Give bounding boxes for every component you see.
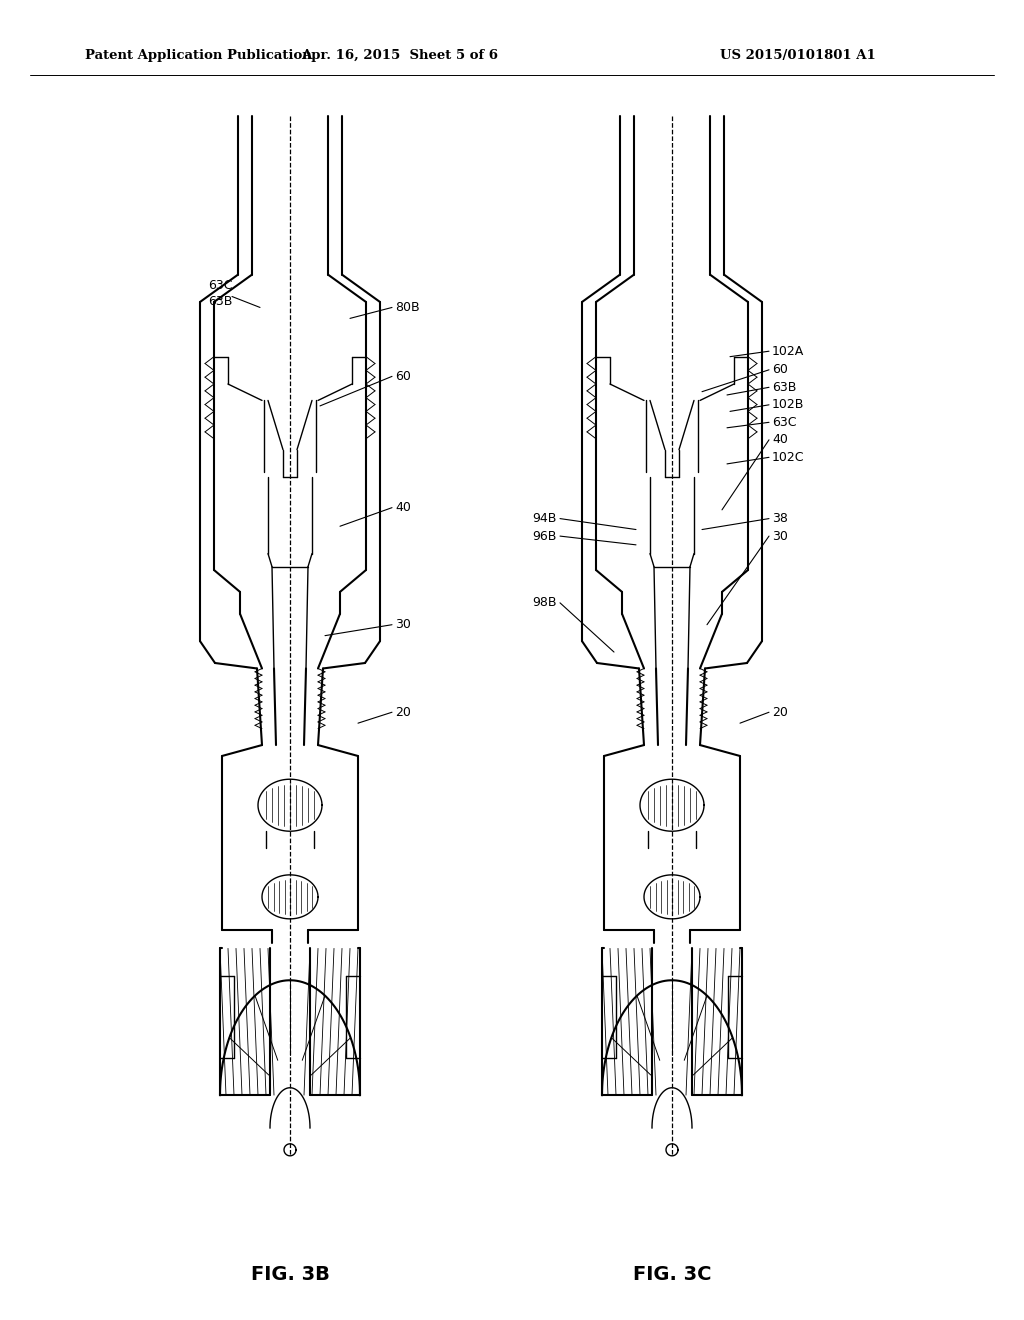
Text: Apr. 16, 2015  Sheet 5 of 6: Apr. 16, 2015 Sheet 5 of 6 bbox=[301, 49, 499, 62]
Text: 80B: 80B bbox=[395, 301, 420, 314]
Text: 63B: 63B bbox=[208, 296, 232, 309]
Text: 40: 40 bbox=[772, 433, 787, 446]
Text: Patent Application Publication: Patent Application Publication bbox=[85, 49, 311, 62]
Text: 96B: 96B bbox=[532, 529, 557, 543]
Text: 40: 40 bbox=[395, 502, 411, 515]
Text: 98B: 98B bbox=[532, 597, 557, 610]
Text: 30: 30 bbox=[772, 529, 787, 543]
Text: 30: 30 bbox=[395, 618, 411, 631]
Text: 102C: 102C bbox=[772, 451, 805, 463]
Text: 60: 60 bbox=[772, 363, 787, 376]
Text: 102A: 102A bbox=[772, 345, 804, 358]
Text: 60: 60 bbox=[395, 370, 411, 383]
Text: FIG. 3B: FIG. 3B bbox=[251, 1266, 330, 1284]
Text: 63B: 63B bbox=[772, 380, 797, 393]
Text: 38: 38 bbox=[772, 512, 787, 525]
Text: US 2015/0101801 A1: US 2015/0101801 A1 bbox=[720, 49, 876, 62]
Text: FIG. 3C: FIG. 3C bbox=[633, 1266, 712, 1284]
Text: 20: 20 bbox=[395, 706, 411, 718]
Text: 63C: 63C bbox=[208, 279, 232, 292]
Text: 94B: 94B bbox=[532, 512, 557, 525]
Text: 102B: 102B bbox=[772, 399, 805, 412]
Text: 63C: 63C bbox=[772, 416, 797, 429]
Text: 20: 20 bbox=[772, 706, 787, 718]
